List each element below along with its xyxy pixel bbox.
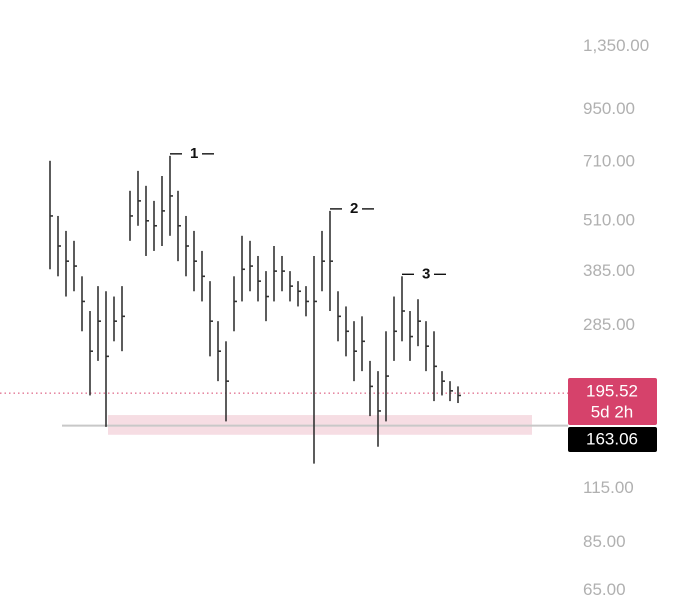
y-tick-label: 510.00 xyxy=(583,211,635,230)
annotation-label: 2 xyxy=(350,200,358,217)
level-label-box xyxy=(568,427,657,452)
y-tick-label: 385.00 xyxy=(583,261,635,280)
y-tick-label: 65.00 xyxy=(583,580,626,599)
y-tick-label: 115.00 xyxy=(583,478,634,497)
annotation-label: 1 xyxy=(190,145,198,162)
price-label: 195.52 xyxy=(586,381,638,400)
y-tick-label: 950.00 xyxy=(583,99,635,118)
y-tick-label: 285.00 xyxy=(583,315,635,334)
y-tick-label: 1,350.00 xyxy=(583,36,649,55)
level-label: 163.06 xyxy=(586,429,638,448)
y-tick-label: 710.00 xyxy=(583,151,635,170)
price-label-box xyxy=(568,378,657,425)
countdown-label: 5d 2h xyxy=(591,402,634,421)
y-tick-label: 85.00 xyxy=(583,532,626,551)
annotation-label: 3 xyxy=(422,265,430,282)
